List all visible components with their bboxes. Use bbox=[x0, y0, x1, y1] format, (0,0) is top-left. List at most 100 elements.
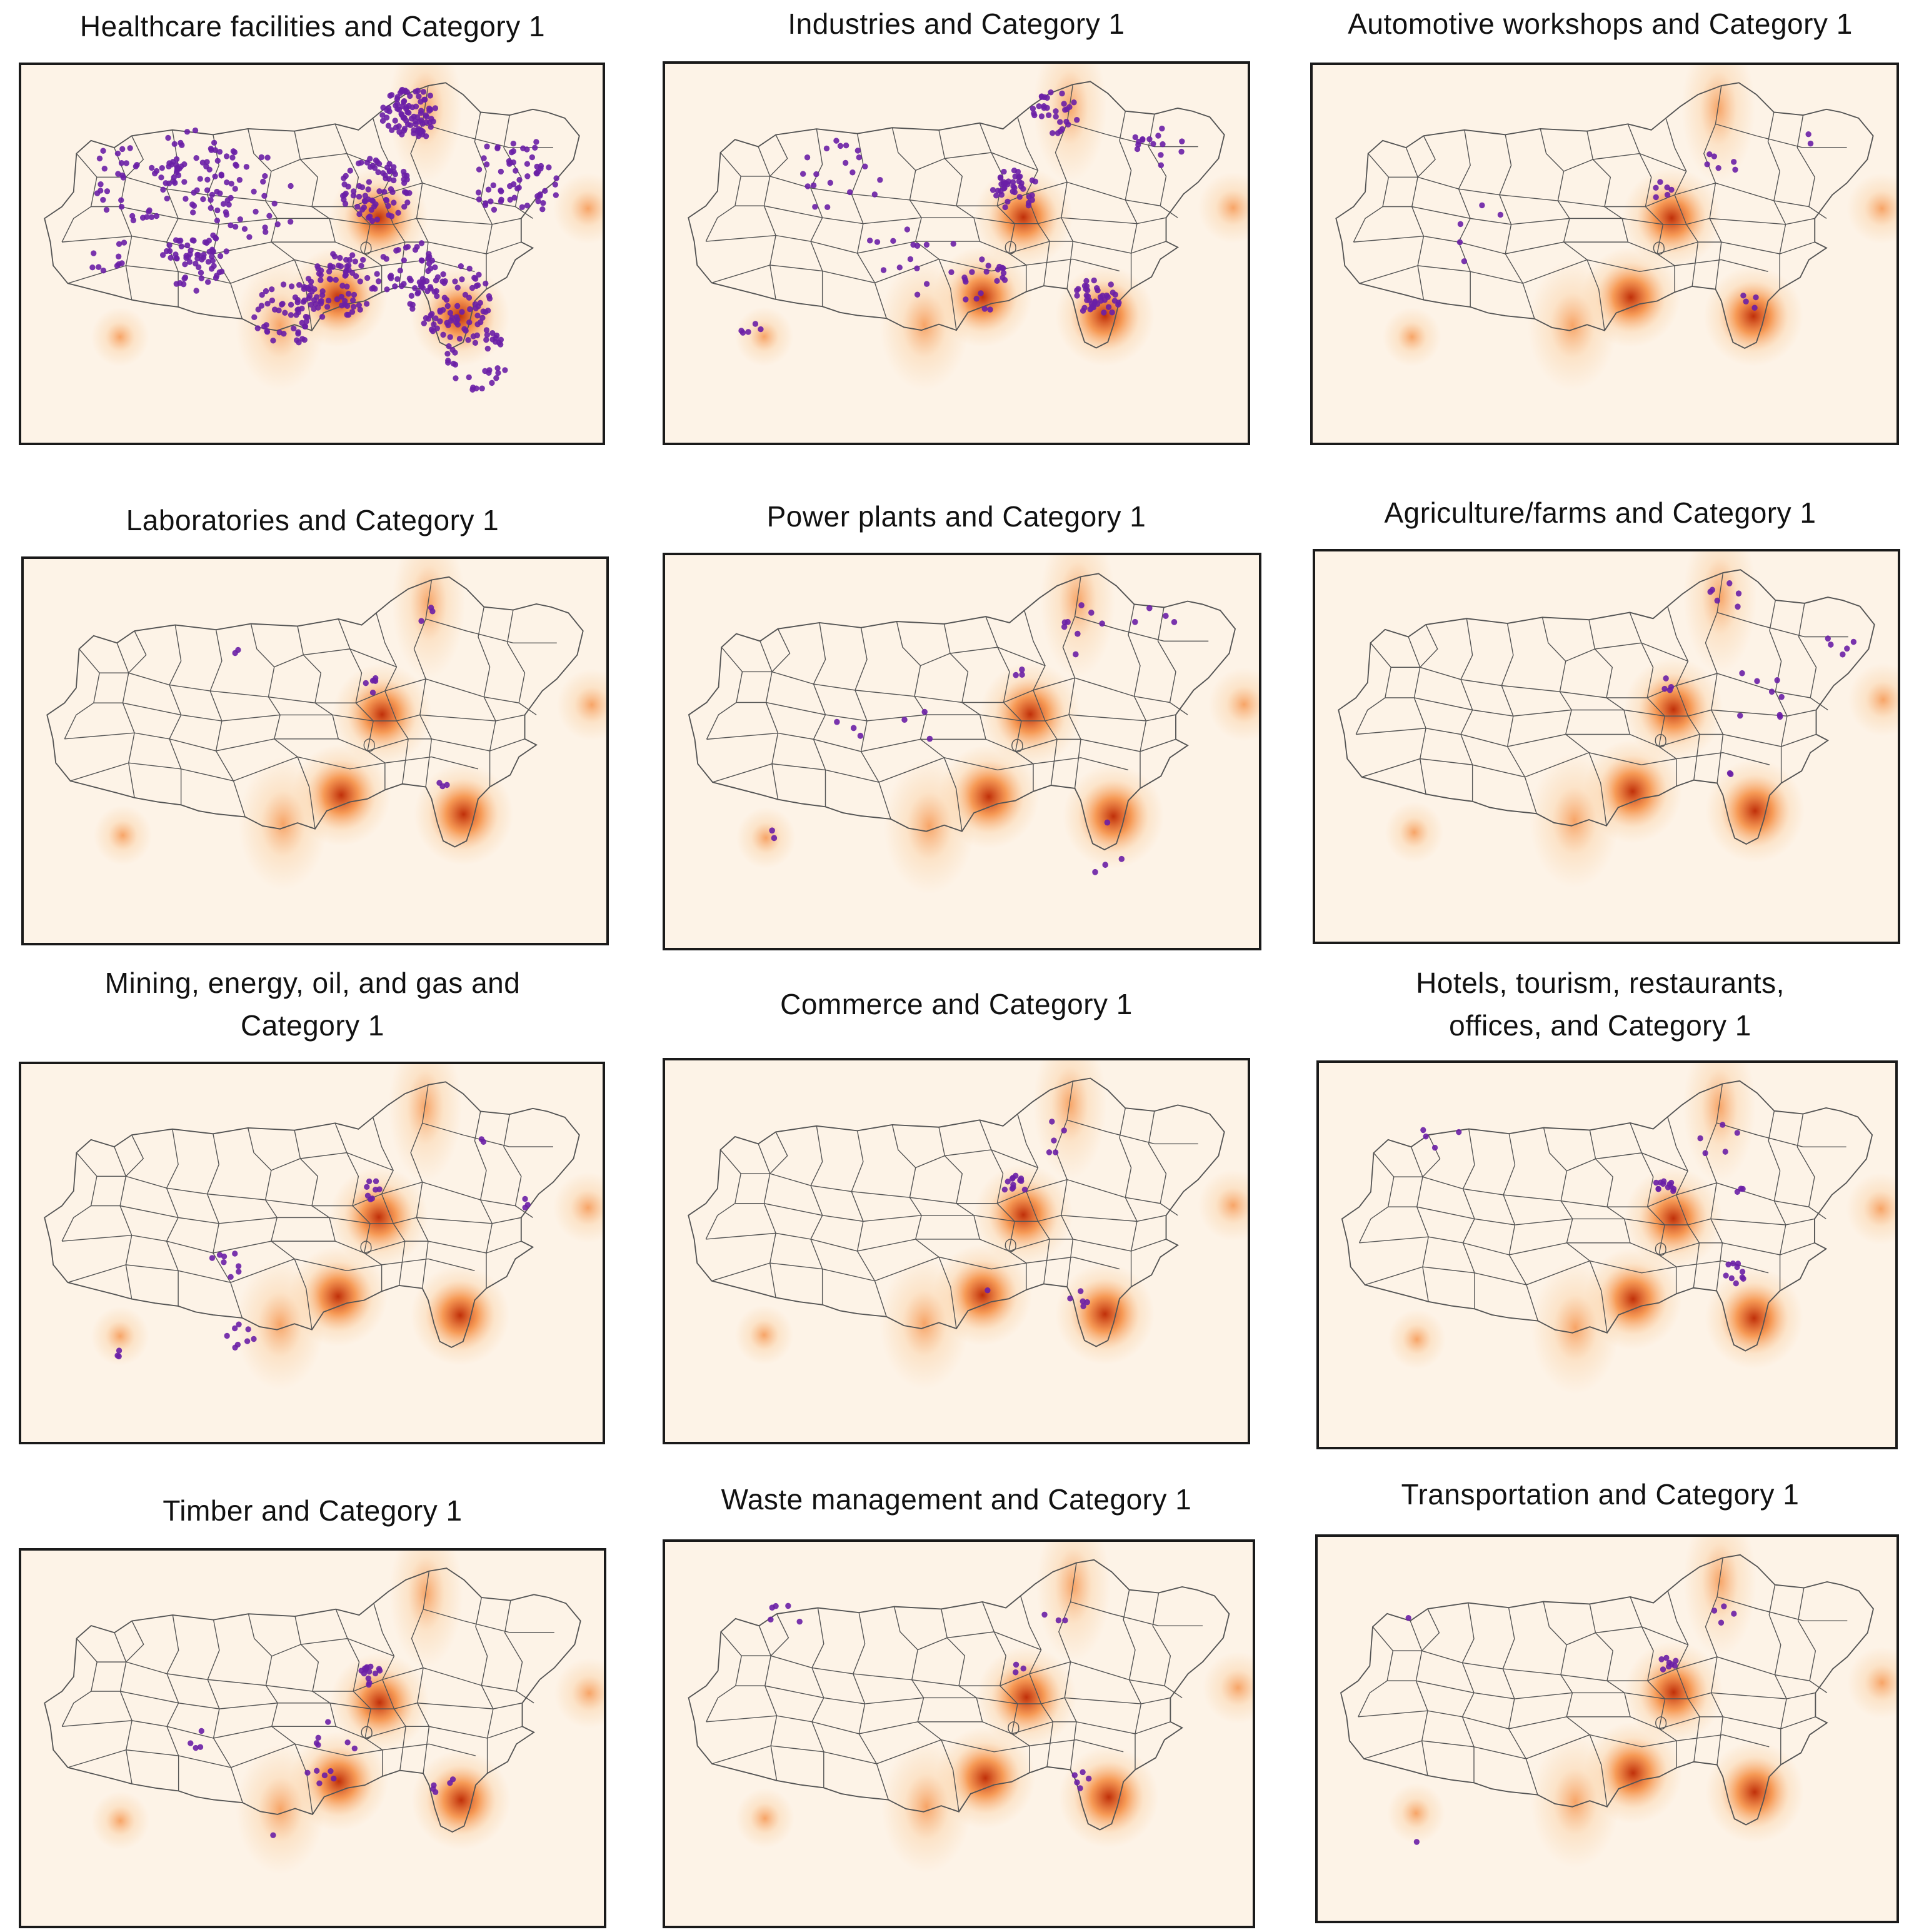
facility-point bbox=[1075, 630, 1081, 637]
district-boundary bbox=[1387, 1680, 1816, 1699]
panel-laboratories: Laboratories and Category 1 bbox=[13, 494, 613, 950]
hotspot bbox=[1681, 65, 1755, 183]
facility-point bbox=[269, 286, 275, 293]
facility-point bbox=[404, 173, 410, 179]
facility-point bbox=[119, 172, 126, 179]
facility-point bbox=[857, 732, 864, 739]
facility-point bbox=[1009, 1185, 1016, 1192]
facility-point bbox=[1423, 1133, 1429, 1140]
facility-point bbox=[1083, 283, 1090, 289]
panel-timber: Timber and Category 1 bbox=[13, 1483, 613, 1932]
facility-point bbox=[223, 209, 229, 216]
facility-point bbox=[364, 1192, 371, 1199]
hotspot bbox=[329, 1653, 429, 1753]
facility-point bbox=[205, 258, 212, 265]
facility-point bbox=[349, 269, 356, 276]
facility-point bbox=[495, 370, 501, 376]
hotspot bbox=[973, 1164, 1073, 1266]
panel-title: Healthcare facilities and Category 1 bbox=[79, 10, 546, 43]
hotspot bbox=[1622, 168, 1721, 268]
facility-point bbox=[251, 1336, 257, 1342]
facility-point bbox=[1178, 148, 1185, 155]
facility-point bbox=[771, 835, 778, 842]
facility-point bbox=[993, 193, 1000, 199]
facility-point bbox=[228, 194, 234, 201]
facility-point bbox=[316, 1780, 323, 1786]
facility-point bbox=[785, 1602, 791, 1609]
district-boundary bbox=[1353, 235, 1815, 254]
hotspot bbox=[1198, 1169, 1248, 1241]
province-outline bbox=[46, 576, 584, 848]
facility-point bbox=[553, 175, 559, 181]
facility-point bbox=[502, 367, 508, 373]
facility-point bbox=[449, 1776, 456, 1783]
facility-point bbox=[209, 1255, 216, 1261]
facility-point bbox=[1000, 265, 1006, 271]
district-boundary bbox=[503, 115, 533, 219]
facility-point bbox=[474, 332, 480, 339]
facility-point bbox=[1479, 202, 1485, 209]
district-boundary bbox=[1715, 123, 1847, 148]
facility-point bbox=[366, 1679, 373, 1686]
facility-point bbox=[380, 104, 386, 111]
district-boundary bbox=[1588, 620, 1630, 735]
facility-point bbox=[1048, 89, 1054, 96]
facility-point bbox=[1080, 1298, 1086, 1305]
facility-point bbox=[444, 351, 451, 357]
facility-point bbox=[379, 118, 386, 124]
province-outline bbox=[1338, 569, 1875, 845]
heatmap-svg bbox=[1335, 65, 1896, 391]
facility-point bbox=[1661, 685, 1668, 692]
facility-point bbox=[220, 201, 227, 207]
facility-point bbox=[357, 278, 363, 284]
facility-point bbox=[251, 314, 258, 321]
district-boundary bbox=[425, 618, 557, 644]
facility-point bbox=[862, 163, 868, 170]
facility-point bbox=[1720, 1122, 1726, 1128]
facility-point bbox=[414, 114, 421, 121]
facility-point bbox=[178, 139, 184, 146]
facility-point bbox=[196, 264, 202, 271]
district-boundary bbox=[1391, 667, 1811, 698]
facility-point bbox=[373, 1178, 379, 1184]
district-boundary bbox=[1655, 1242, 1666, 1256]
district-boundary bbox=[1589, 1604, 1631, 1717]
district-boundary bbox=[1420, 624, 1438, 668]
facility-point bbox=[799, 171, 806, 177]
district-boundary bbox=[335, 1609, 383, 1776]
district-boundary bbox=[706, 1631, 742, 1723]
district-boundary bbox=[503, 1114, 533, 1218]
map-frame bbox=[1315, 1534, 1899, 1923]
district-boundary bbox=[941, 1609, 983, 1722]
hotspot bbox=[1036, 1542, 1111, 1662]
hotspot bbox=[411, 1750, 511, 1850]
facility-point bbox=[1668, 1661, 1675, 1668]
facility-point bbox=[1077, 1785, 1083, 1791]
facility-point bbox=[824, 204, 831, 211]
province-outline bbox=[1335, 82, 1874, 350]
facility-point bbox=[232, 186, 238, 192]
facility-point bbox=[376, 188, 383, 194]
facility-point bbox=[432, 105, 439, 111]
facility-point bbox=[305, 276, 312, 282]
district-boundary bbox=[61, 153, 98, 243]
facility-point bbox=[223, 248, 229, 254]
facility-point bbox=[304, 1769, 311, 1776]
facility-point bbox=[1017, 1177, 1023, 1184]
hotspot bbox=[1198, 172, 1248, 244]
facility-point bbox=[1061, 1127, 1067, 1134]
facility-point bbox=[511, 194, 518, 201]
facility-point bbox=[426, 251, 432, 257]
facility-point bbox=[1080, 1769, 1086, 1776]
facility-point bbox=[326, 268, 333, 274]
hotspot bbox=[1683, 551, 1757, 673]
facility-point bbox=[198, 275, 205, 281]
district-boundary bbox=[1796, 115, 1827, 219]
facility-point bbox=[969, 269, 975, 275]
facility-point bbox=[367, 156, 373, 162]
panel-title: Mining, energy, oil, and gas and Categor… bbox=[104, 967, 521, 1042]
facility-point bbox=[1083, 292, 1090, 299]
facility-point bbox=[315, 1734, 321, 1741]
facility-point bbox=[1017, 173, 1023, 179]
facility-point bbox=[1704, 161, 1710, 168]
